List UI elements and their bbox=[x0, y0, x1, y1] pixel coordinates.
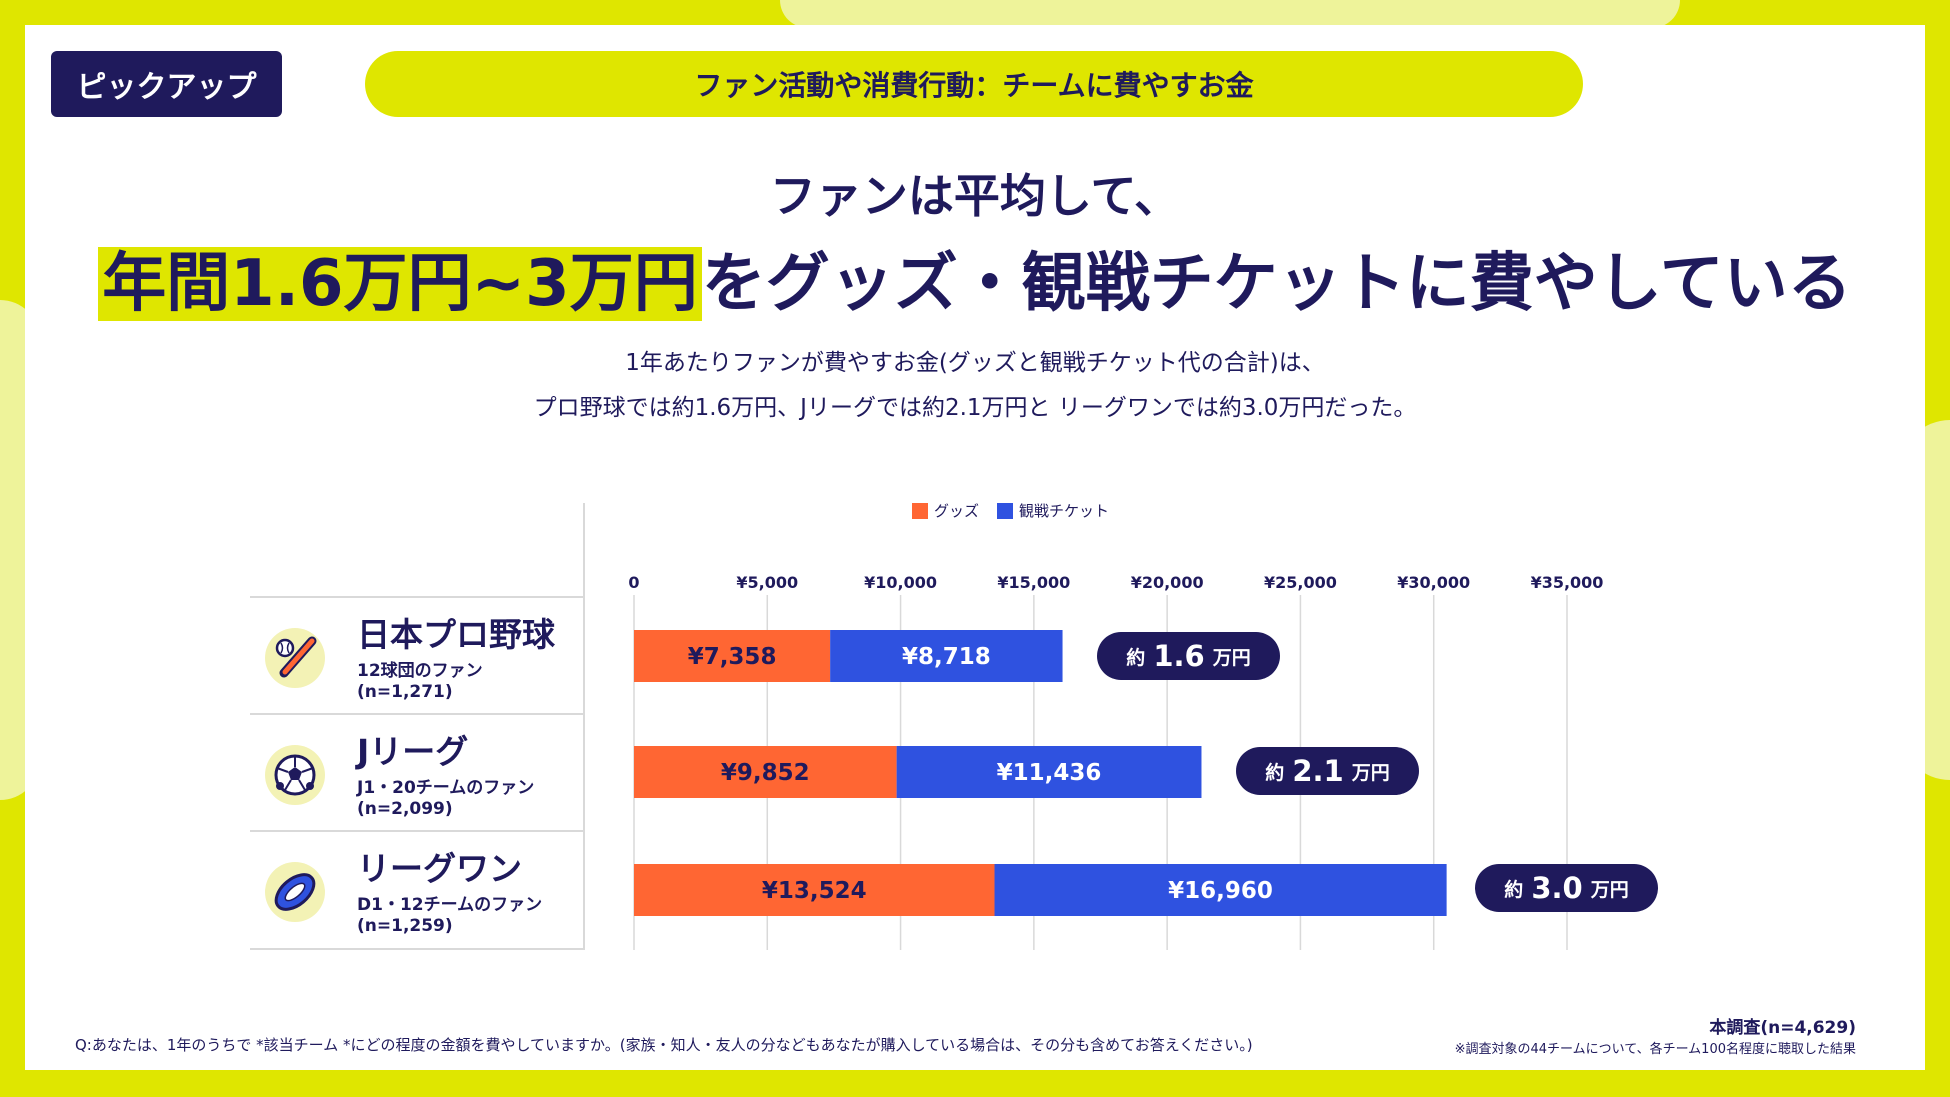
league-n: (n=2,099) bbox=[357, 799, 453, 819]
approx-prefix: 約 bbox=[1504, 878, 1524, 901]
x-tick-label: ¥15,000 bbox=[997, 573, 1070, 592]
approx-pill-baseball: 約 1.6 万円 bbox=[1097, 632, 1280, 680]
approx-prefix: 約 bbox=[1126, 646, 1146, 669]
league-n: (n=1,271) bbox=[357, 682, 453, 702]
pickup-badge: ピックアップ bbox=[51, 51, 282, 117]
bar-value-label: ¥7,358 bbox=[688, 644, 777, 670]
footer-note: ※調査対象の44チームについて、各チーム100名程度に聴取した結果 bbox=[1454, 1042, 1856, 1057]
bar-value-label: ¥11,436 bbox=[997, 760, 1102, 786]
label-column-divider bbox=[583, 503, 585, 950]
bar-segment bbox=[634, 864, 995, 916]
bg-shape-top bbox=[780, 0, 1680, 28]
legend-label-ticket: 観戦チケット bbox=[1019, 502, 1110, 520]
approx-value: 2.1 bbox=[1292, 754, 1344, 788]
league-sub: J1・20チームのファン bbox=[357, 778, 535, 798]
legend-item-goods: グッズ bbox=[912, 500, 979, 521]
bar-value-label: ¥13,524 bbox=[762, 878, 867, 904]
league-name: 日本プロ野球 bbox=[357, 615, 555, 654]
bar-segment bbox=[830, 630, 1063, 682]
bar-segment bbox=[994, 864, 1447, 916]
legend-swatch-goods bbox=[912, 502, 928, 519]
league-name: リーグワン bbox=[357, 849, 522, 888]
approx-pill-leagueone: 約 3.0 万円 bbox=[1475, 864, 1658, 912]
headline-line1: ファンは平均して、 bbox=[769, 169, 1181, 223]
approx-unit: 万円 bbox=[1212, 646, 1251, 669]
chart-legend: グッズ 観戦チケット bbox=[912, 500, 1109, 521]
x-tick-label: ¥20,000 bbox=[1131, 573, 1204, 592]
baseball-bat-icon bbox=[265, 628, 325, 688]
row-divider bbox=[250, 948, 583, 950]
approx-prefix: 約 bbox=[1265, 761, 1285, 784]
x-tick-label: 0 bbox=[628, 573, 639, 592]
league-sub: 12球団のファン bbox=[357, 661, 483, 681]
row-divider bbox=[250, 713, 583, 715]
row-label-baseball: 日本プロ野球 12球団のファン (n=1,271) bbox=[265, 600, 585, 714]
bar-value-label: ¥8,718 bbox=[902, 644, 991, 670]
soccer-ball-icon bbox=[265, 745, 325, 805]
league-name: Jリーグ bbox=[357, 732, 469, 771]
headline-highlight: 年間1.6万円~3万円 bbox=[98, 247, 702, 321]
bar-segment bbox=[896, 746, 1202, 798]
x-tick-label: ¥35,000 bbox=[1531, 573, 1604, 592]
x-tick-label: ¥10,000 bbox=[864, 573, 937, 592]
approx-unit: 万円 bbox=[1351, 761, 1390, 784]
x-tick-label: ¥5,000 bbox=[736, 573, 798, 592]
row-label-jleague: Jリーグ J1・20チームのファン (n=2,099) bbox=[265, 717, 585, 831]
x-tick-label: ¥30,000 bbox=[1397, 573, 1470, 592]
topic-banner: ファン活動や消費行動：チームに費やすお金 bbox=[365, 51, 1583, 117]
bar-value-label: ¥9,852 bbox=[721, 760, 810, 786]
legend-label-goods: グッズ bbox=[934, 502, 980, 520]
lead-line2: プロ野球では約1.6万円、Jリーグでは約2.1万円と リーグワンでは約3.0万円… bbox=[533, 395, 1417, 421]
headline-rest: をグッズ・観戦チケットに費やしている bbox=[701, 247, 1852, 321]
league-n: (n=1,259) bbox=[357, 916, 453, 936]
bar-segment bbox=[634, 630, 831, 682]
rugby-ball-icon bbox=[265, 862, 325, 922]
headline-line2: 年間1.6万円~3万円をグッズ・観戦チケットに費やしている bbox=[0, 232, 1950, 324]
x-tick-label: ¥25,000 bbox=[1264, 573, 1337, 592]
bar-value-label: ¥16,960 bbox=[1168, 878, 1273, 904]
footer-sample-size: 本調査(n=4,629) bbox=[1709, 1018, 1856, 1038]
league-sub: D1・12チームのファン bbox=[357, 895, 543, 915]
footer-question: Q:あなたは、1年のうちで *該当チーム *にどの程度の金額を費やしていますか。… bbox=[75, 1036, 1253, 1054]
bar-segment bbox=[634, 746, 897, 798]
approx-pill-jleague: 約 2.1 万円 bbox=[1236, 747, 1419, 795]
row-divider bbox=[250, 596, 583, 598]
legend-item-ticket: 観戦チケット bbox=[997, 500, 1109, 521]
row-divider bbox=[250, 830, 583, 832]
legend-swatch-ticket bbox=[997, 502, 1014, 519]
approx-value: 1.6 bbox=[1153, 639, 1205, 673]
approx-unit: 万円 bbox=[1590, 878, 1629, 901]
lead-line1: 1年あたりファンが費やすお金(グッズと観戦チケット代の合計)は、 bbox=[625, 350, 1325, 376]
approx-value: 3.0 bbox=[1531, 871, 1583, 905]
row-label-leagueone: リーグワン D1・12チームのファン (n=1,259) bbox=[265, 834, 585, 948]
